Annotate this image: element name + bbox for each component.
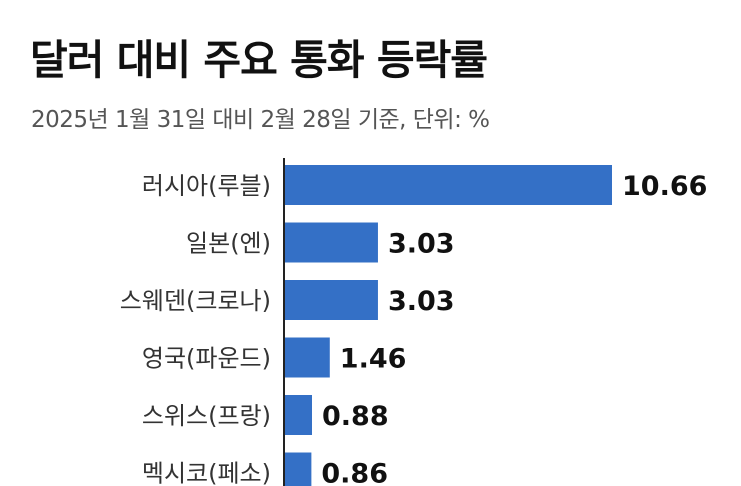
category-label-3: 영국(파운드) <box>142 345 271 373</box>
value-label-0: 10.66 <box>622 171 707 202</box>
bar-5 <box>285 452 312 486</box>
category-label-0: 러시아(루블) <box>142 172 271 200</box>
bar-0 <box>285 165 612 205</box>
category-label-4: 스위스(프랑) <box>142 402 271 430</box>
chart-subtitle: 2025년 1월 31일 대비 2월 28일 기준, 단위: % <box>31 107 490 133</box>
category-label-1: 일본(엔) <box>186 230 271 258</box>
chart-title: 달러 대비 주요 통화 등락률 <box>30 36 488 84</box>
value-label-2: 3.03 <box>388 286 455 317</box>
value-label-5: 0.86 <box>321 459 388 486</box>
category-label-2: 스웨덴(크로나) <box>120 287 271 315</box>
bar-3 <box>285 337 330 378</box>
bars-layer: 러시아(루블) 10.66 일본(엔) 3.03 스웨덴(크로나) 3.03 영국(파운드)… <box>120 165 707 486</box>
value-label-3: 1.46 <box>340 344 407 375</box>
bar-4 <box>285 395 312 435</box>
bar-2 <box>285 280 378 320</box>
value-label-1: 3.03 <box>388 229 455 260</box>
value-label-4: 0.88 <box>322 401 389 432</box>
bar-1 <box>285 222 378 263</box>
category-label-5: 멕시코(페소) <box>142 460 271 486</box>
